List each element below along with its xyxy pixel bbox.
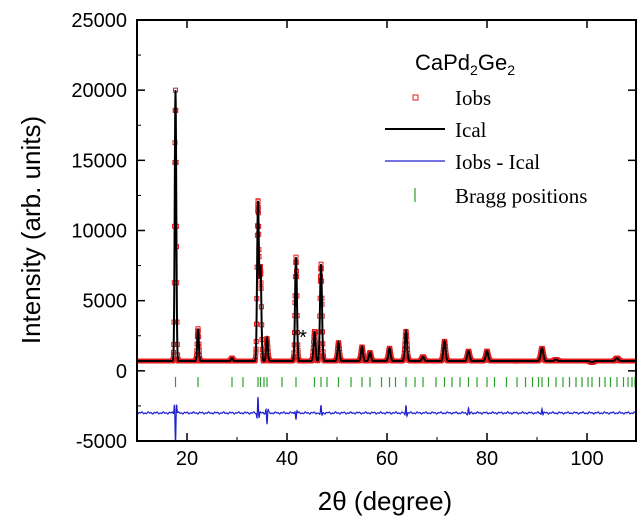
y-tick-label: 5000: [83, 291, 128, 313]
legend-title-part: CaPd: [415, 50, 470, 75]
x-axis-title: 2θ (degree): [318, 486, 452, 516]
legend-title: CaPd2Ge2: [415, 50, 515, 78]
y-tick-label: 25000: [71, 10, 127, 32]
legend-title-subscript: 2: [507, 62, 515, 78]
difference-line: [137, 396, 637, 441]
legend-entry-label: Iobs: [455, 86, 491, 110]
y-tick-label: 0: [116, 361, 127, 383]
legend-entry-label: Iobs - Ical: [455, 150, 540, 174]
legend-entry-label: Bragg positions: [455, 184, 587, 208]
plot-content: *: [137, 87, 637, 441]
x-tick-label: 60: [376, 448, 398, 470]
y-tick-label: 20000: [71, 80, 127, 102]
x-tick-label: 80: [476, 448, 498, 470]
legend-entry-label: Ical: [455, 118, 487, 142]
axes: 20 40 60 80 100 -5000 0 5000 10000 15000 20000 2500…: [71, 10, 637, 470]
y-axis-title: Intensity (arb. units): [16, 116, 46, 344]
x-tick-label: 100: [570, 448, 603, 470]
plot-frame: [136, 19, 637, 442]
x-tick-label: 20: [176, 448, 198, 470]
legend-title-subscript: 2: [470, 62, 478, 78]
y-tick-label: 10000: [71, 221, 127, 243]
y-tick-label: -5000: [76, 431, 127, 453]
legend-iobs-marker: [412, 94, 419, 101]
ical-line: [137, 90, 637, 364]
x-tick-label: 40: [276, 448, 298, 470]
plot-area: *: [137, 87, 637, 441]
legend-title-part: Ge: [478, 50, 507, 75]
annotation-star: *: [299, 327, 307, 349]
y-tick-label: 15000: [71, 150, 127, 172]
